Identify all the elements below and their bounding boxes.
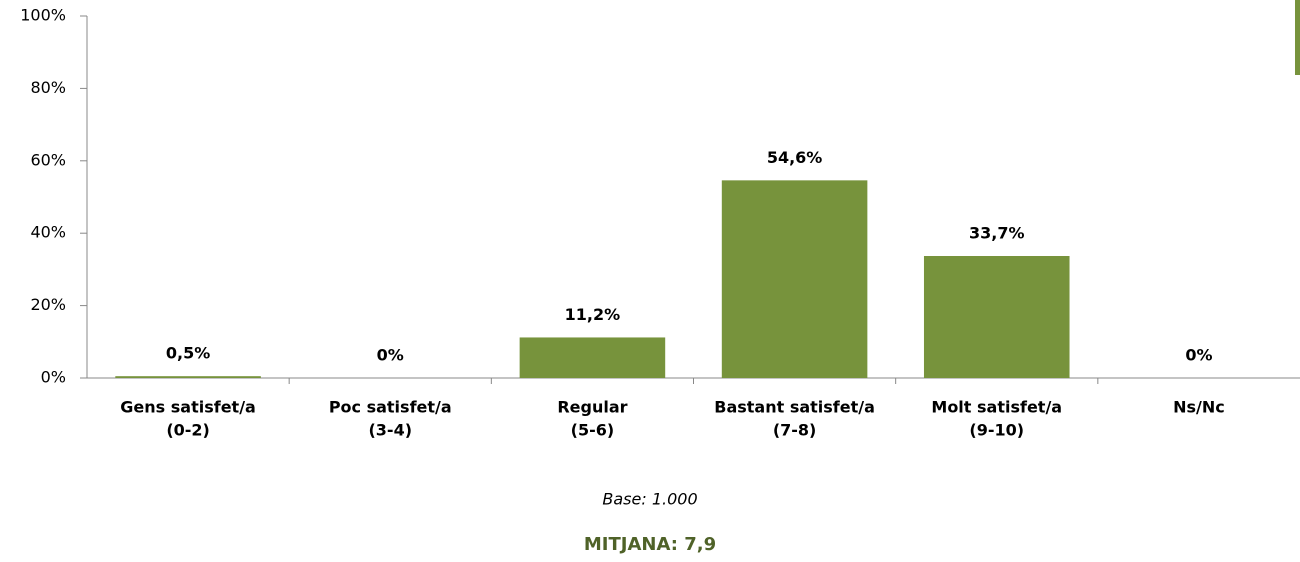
value-label: 0% — [1185, 346, 1212, 365]
y-tick-label: 20% — [30, 295, 66, 314]
mean-note: MITJANA: 7,9 — [584, 534, 716, 555]
x-tick-label: Poc satisfet/a — [329, 398, 452, 417]
x-tick-label: (5-6) — [571, 421, 615, 440]
value-label: 54,6% — [767, 148, 823, 167]
x-tick-label: Molt satisfet/a — [931, 398, 1062, 417]
x-tick-label: Gens satisfet/a — [120, 398, 256, 417]
x-tick-label: (7-8) — [773, 421, 817, 440]
x-tick-label: (9-10) — [969, 421, 1024, 440]
bar — [115, 376, 261, 378]
x-tick-label: (0-2) — [166, 421, 210, 440]
bar — [519, 337, 666, 378]
y-tick-label: 100% — [20, 6, 66, 25]
value-label: 0% — [377, 346, 404, 365]
y-tick-label: 60% — [30, 150, 66, 169]
x-tick-label: (3-4) — [368, 421, 412, 440]
bar — [721, 180, 868, 378]
y-tick-label: 80% — [30, 78, 66, 97]
y-tick-label: 0% — [41, 368, 66, 387]
value-label: 0,5% — [166, 344, 210, 363]
bar — [923, 256, 1070, 378]
decoration — [1295, 0, 1300, 75]
x-tick-label: Ns/Nc — [1173, 398, 1225, 417]
value-label: 33,7% — [969, 224, 1025, 243]
value-label: 11,2% — [565, 305, 621, 324]
y-tick-label: 40% — [30, 223, 66, 242]
base-note: Base: 1.000 — [602, 490, 697, 509]
x-tick-label: Bastant satisfet/a — [714, 398, 875, 417]
x-tick-label: Regular — [557, 398, 627, 417]
